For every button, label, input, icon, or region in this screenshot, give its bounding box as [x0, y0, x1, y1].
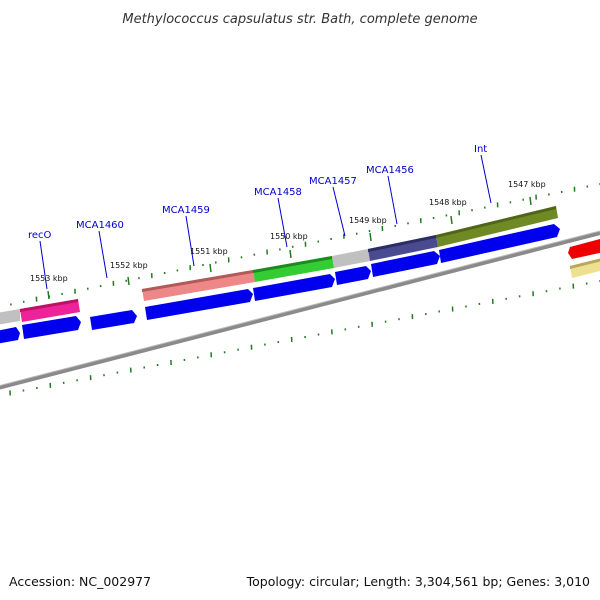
gene-label: MCA1458: [254, 187, 302, 198]
feature-pink-reco-top: [20, 299, 78, 312]
scale-label: 1549 kbp: [349, 216, 387, 225]
cds-arrow: [371, 251, 440, 277]
outer-tick-ring: [10, 183, 600, 306]
map-title: Methylococcus capsulatus str. Bath, comp…: [122, 12, 477, 27]
inner-tick-ring: [9, 280, 600, 396]
feature-indigo-top: [368, 235, 436, 252]
cds-arrow: [90, 310, 137, 330]
label-leader: [387, 175, 398, 225]
scale-label: 1551 kbp: [190, 247, 228, 256]
feature-pink-reco: [20, 299, 80, 322]
cds-arrow: [439, 224, 560, 263]
feature-green: [253, 256, 334, 282]
gene-label: MCA1459: [162, 205, 210, 216]
feature-red-right: [568, 239, 600, 259]
gene-label: MCA1456: [366, 165, 414, 176]
topology-summary: Topology: circular; Length: 3,304,561 bp…: [246, 574, 590, 589]
scale-tick: [47, 290, 50, 300]
gene-label: Int: [474, 144, 487, 155]
scale-label: 1553 kbp: [30, 274, 68, 283]
scale-tick: [209, 263, 212, 273]
cds-arrow: [335, 266, 371, 285]
feature-salmon-top: [142, 270, 253, 292]
label-leader: [39, 240, 48, 290]
scale-tick: [127, 276, 130, 286]
scale-tick: [529, 196, 532, 206]
cds-arrow: [253, 274, 335, 301]
scale-label: 1552 kbp: [110, 261, 148, 270]
cds-arrow: [22, 316, 81, 339]
scale-tick: [369, 232, 372, 242]
label-leader: [332, 186, 346, 237]
label-leader: [98, 230, 108, 279]
scale-tick: [289, 249, 292, 259]
cds-arrow: [145, 289, 253, 320]
accession-text: Accession: NC_002977: [9, 574, 151, 589]
gene-label: MCA1457: [309, 176, 357, 187]
scale-labels: 1553 kbp 1552 kbp 1551 kbp 1550 kbp 1549…: [30, 180, 546, 300]
feature-track: [0, 206, 600, 325]
feature-salmon: [142, 270, 255, 301]
scale-label: 1547 kbp: [508, 180, 546, 189]
scale-tick: [450, 215, 453, 225]
scale-label: 1548 kbp: [429, 198, 467, 207]
genome-backbone-highlight: [0, 230, 600, 386]
feature-gray-mid: [332, 249, 370, 268]
feature-khaki-right-top: [570, 258, 600, 269]
feature-indigo: [368, 235, 438, 261]
cds-arrow: [0, 327, 20, 344]
feature-green-top: [253, 256, 332, 273]
cds-track: [0, 224, 560, 344]
genome-backbone: [0, 231, 600, 390]
gene-label: MCA1460: [76, 220, 124, 231]
feature-olive-top: [436, 206, 556, 238]
label-leader: [185, 215, 195, 267]
label-leader: [480, 154, 492, 204]
label-leader: [277, 197, 288, 248]
gene-labels: recO MCA1460 MCA1459 MCA1458 MCA1457 MCA…: [28, 144, 492, 290]
gene-label: recO: [28, 230, 52, 241]
feature-olive: [436, 206, 558, 247]
feature-gray-left: [0, 309, 20, 325]
scale-label: 1550 kbp: [270, 232, 308, 241]
